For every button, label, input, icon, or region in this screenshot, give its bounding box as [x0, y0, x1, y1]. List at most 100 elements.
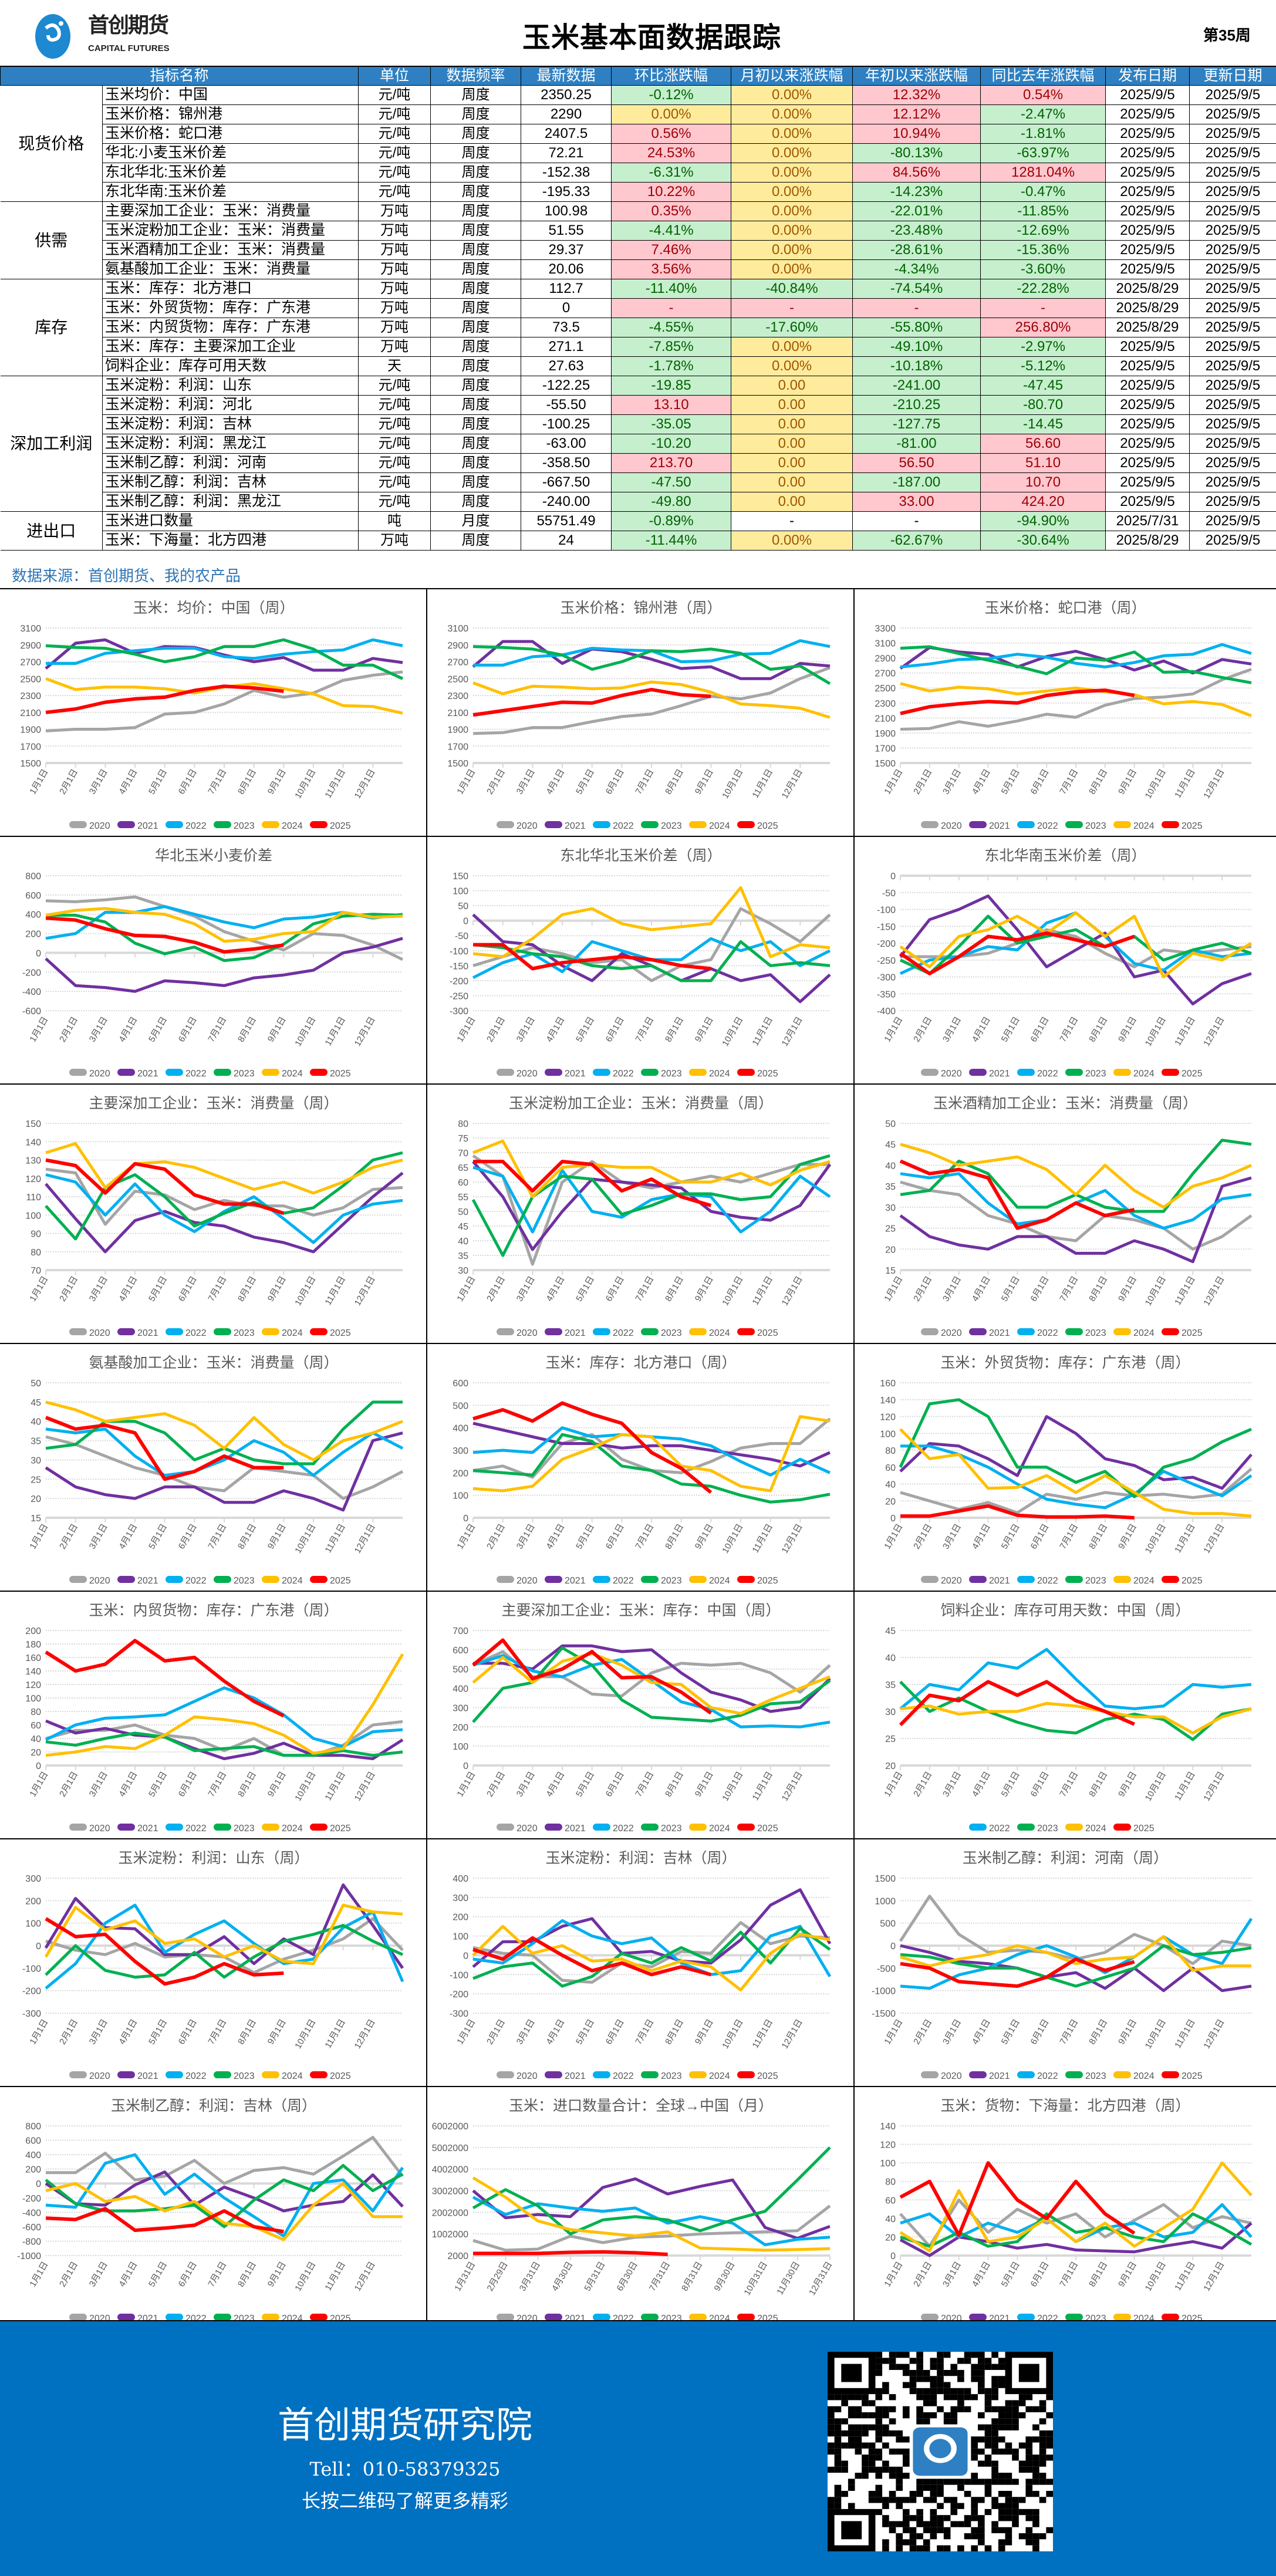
legend-item: 2020: [497, 1576, 538, 1586]
y-tick-label: 600: [453, 1646, 468, 1656]
logo-text: 首创期货: [88, 13, 169, 37]
series-line-2023: [45, 638, 404, 680]
y-tick-label: -350: [877, 990, 896, 1000]
legend-label: 2020: [517, 1069, 538, 1079]
series-line-2025: [899, 2161, 1136, 2237]
legend-label: 2020: [517, 1824, 538, 1834]
chart-title: 玉米制乙醇：利润：吉林（周）: [111, 2098, 316, 2114]
legend-item: 2020: [69, 1824, 110, 1834]
legend-item: 2023: [641, 1576, 682, 1586]
x-tick-label: 12月1日: [780, 2018, 805, 2051]
y-tick-label: 0: [463, 917, 468, 927]
legend-item: 2021: [117, 1576, 158, 1586]
legend-label: 2020: [89, 1576, 110, 1586]
y-tick-label: 60: [885, 1463, 896, 1473]
legend-item: 2024: [1113, 1576, 1155, 1586]
cell-mtd: 0.00: [731, 394, 853, 415]
table-row: 玉米：库存：主要深加工企业 万吨 周度 271.1 -7.85% 0.00% -49.10%…: [1, 336, 1276, 357]
series-line-2021: [472, 2177, 831, 2240]
legend-swatch: [310, 2314, 328, 2321]
series-line-2023: [45, 1924, 404, 1979]
legend-label: 2020: [941, 1328, 962, 1338]
x-tick-label: 3月1日: [87, 1275, 110, 1304]
series-line-2025: [45, 1158, 285, 1215]
series-line-2020: [900, 1180, 1253, 1251]
indicator-name: 玉米均价：中国: [102, 85, 359, 105]
y-tick-label: -50: [882, 889, 896, 899]
cell-ytd: -23.48%: [852, 220, 981, 241]
y-tick-label: 40: [31, 1417, 41, 1427]
x-tick-label: 9月1日: [1116, 1015, 1139, 1044]
series-line-2021: [899, 1415, 1253, 1490]
x-tick-label: 2月1日: [58, 1522, 80, 1551]
chart-card: 玉米淀粉：利润：吉林（周） -300 -200 -100 0 100 200 300 400 1月…: [427, 1839, 855, 2086]
cell-yoy: -2.47%: [980, 104, 1106, 124]
y-tick-label: -500: [877, 1964, 896, 1974]
y-tick-label: 800: [25, 2122, 41, 2132]
x-tick-label: 9月1日: [266, 1770, 288, 1799]
legend-label: 2024: [1133, 1576, 1155, 1586]
x-tick-label: 1月1日: [455, 768, 477, 796]
line-chart: 玉米：货物：下海量：北方四港（周） 0 20 40 60 80 100 120 140 1月1日 2…: [880, 2098, 1253, 2324]
legend-swatch: [262, 1069, 279, 1076]
legend-item: 2025: [310, 2071, 351, 2081]
chart-row: 玉米：内贸货物：库存：广东港（周） 0 20 40 60 80 100 120 140 160 18…: [0, 1591, 1276, 1838]
y-tick-label: -200: [877, 939, 896, 949]
y-tick-label: -50: [455, 931, 468, 941]
table-row: 玉米：内贸货物：库存：广东港 万吨 周度 73.5 -4.55% -17.60% -55.8…: [1, 317, 1276, 337]
legend-item: 2020: [497, 1328, 538, 1338]
line-chart: 玉米淀粉：利润：吉林（周） -300 -200 -100 0 100 200 300 400 1月…: [450, 1850, 832, 2081]
legend-item: 2022: [593, 1576, 634, 1586]
x-tick-label: 6月1日: [604, 1522, 626, 1551]
y-tick-label: 140: [880, 2122, 896, 2132]
x-tick-label: 7月1日: [633, 1015, 656, 1044]
cell-latest: 100.98: [521, 201, 612, 221]
x-tick-label: 2月1日: [58, 2260, 80, 2289]
x-tick-label: 11月1日: [323, 2260, 347, 2293]
legend-item: 2022: [166, 1328, 207, 1338]
cell-latest: -358.50: [521, 453, 612, 473]
legend-item: 2022: [166, 1824, 207, 1834]
qr-code-icon[interactable]: [828, 2352, 1053, 2551]
chart-card: 玉米：进口数量合计：全球→中国（月） 2000 1002000 2002000 3002…: [427, 2087, 855, 2328]
cell-latest: -63.00: [521, 433, 612, 454]
y-tick-label: 400: [25, 910, 41, 920]
cell-yoy: -14.45: [980, 414, 1106, 434]
cell-mtd: 0.00%: [731, 530, 853, 551]
cell-mtd: 0.00%: [731, 239, 853, 260]
legend-item: 2024: [262, 2071, 303, 2081]
legend-item: 2023: [641, 2071, 682, 2081]
legend-swatch: [310, 821, 328, 828]
x-tick-label: 3月1日: [87, 1522, 110, 1551]
chart-card: 玉米制乙醇：利润：吉林（周） -1000 -800 -600 -400 -200 0 200 4…: [0, 2087, 427, 2328]
legend-item: 2020: [497, 2071, 538, 2081]
series-line-2020: [45, 1167, 403, 1226]
y-tick-label: 200: [25, 1626, 41, 1636]
cell-unit: 元/吨: [358, 394, 431, 415]
x-tick-label: 1月1日: [28, 2260, 50, 2289]
cell-wow: 13.10: [611, 394, 732, 415]
cell-upd: 2025/9/5: [1189, 414, 1276, 434]
x-tick-label: 4月1日: [117, 1275, 139, 1304]
legend-label: 2022: [1037, 821, 1058, 831]
series-line-2022: [472, 1166, 831, 1234]
cell-wow: 0.00%: [611, 104, 732, 124]
legend-label: 2022: [1037, 1069, 1058, 1079]
x-tick-label: 2月1日: [58, 1770, 80, 1799]
x-tick-label: 6月1日: [177, 1015, 199, 1044]
legend-item: 2020: [69, 1576, 110, 1586]
legend-swatch: [214, 1576, 231, 1583]
legend-label: 2022: [613, 821, 634, 831]
legend-item: 2021: [545, 1576, 586, 1586]
legend-label: 2023: [234, 1824, 255, 1834]
x-tick-label: 4月1日: [970, 1015, 993, 1044]
legend-swatch: [214, 1069, 231, 1076]
legend-swatch: [69, 821, 87, 828]
cell-freq: 周度: [430, 433, 522, 454]
cell-freq: 周度: [430, 162, 522, 183]
x-tick-label: 8月1日: [1087, 2018, 1109, 2047]
chart-card: 玉米：内贸货物：库存：广东港（周） 0 20 40 60 80 100 120 140 160 18…: [0, 1592, 427, 1838]
y-tick-label: 35: [458, 1251, 468, 1261]
legend-label: 2024: [709, 821, 730, 831]
column-header: 更新日期: [1189, 66, 1276, 86]
